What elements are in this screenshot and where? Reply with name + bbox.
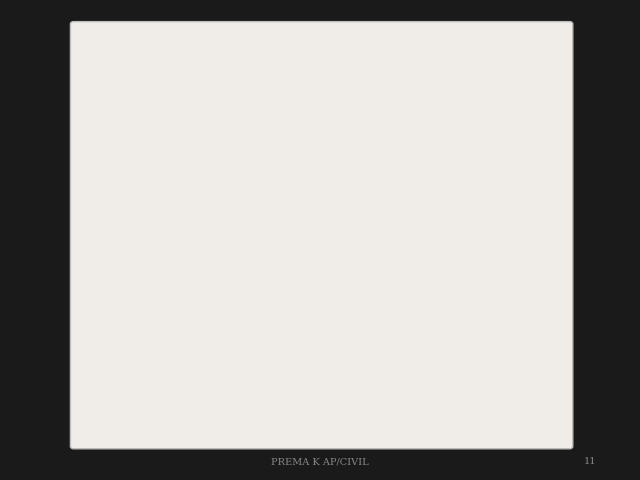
Text: Tgt.h: Tgt.h: [358, 256, 389, 266]
Text: 11: 11: [584, 457, 596, 467]
Text: 3: 3: [442, 272, 447, 282]
Text: E0:: E0:: [169, 202, 188, 212]
Text: 0.000: 0.000: [275, 220, 307, 230]
Text: current JOB.: current JOB.: [110, 175, 198, 189]
Bar: [426, 270, 463, 285]
Text: REC: REC: [210, 272, 227, 282]
Text: PREMA K AP/CIVIL: PREMA K AP/CIVIL: [271, 457, 369, 467]
Text: Inst.h: Inst.h: [169, 238, 207, 248]
Text: 1.400m: 1.400m: [269, 238, 307, 248]
Text: 0.000: 0.000: [275, 184, 307, 194]
Bar: [163, 180, 311, 285]
Text: OK: OK: [287, 272, 298, 282]
Text: 10.000: 10.000: [458, 202, 495, 212]
Text: Z0:: Z0:: [169, 220, 188, 230]
Text: Inst.h: Inst.h: [358, 238, 396, 248]
Bar: [163, 270, 200, 285]
Text: E0:: E0:: [358, 202, 377, 212]
Text: Tgt.h: Tgt.h: [169, 256, 200, 266]
Bar: [274, 270, 311, 285]
Text: 1: 1: [367, 272, 373, 282]
Text: 4: 4: [479, 272, 484, 282]
Text: 2: 2: [404, 272, 410, 282]
Text: 100.000: 100.000: [452, 220, 495, 230]
Bar: [180, 182, 232, 196]
Text: 1.200m: 1.200m: [458, 256, 495, 266]
Text: ► When [REC] is pressed, instrument station data is stored in the: ► When [REC] is pressed, instrument stat…: [90, 145, 553, 159]
Bar: [352, 270, 389, 285]
Text: Z0:: Z0:: [358, 220, 377, 230]
Bar: [200, 270, 237, 285]
Text: READ: READ: [170, 272, 193, 282]
Text: EDIT: EDIT: [244, 272, 268, 282]
Text: N0:: N0:: [169, 184, 188, 194]
Text: 1.200m: 1.200m: [269, 256, 307, 266]
Text: 370.000: 370.000: [452, 184, 495, 194]
Bar: [352, 180, 500, 285]
Text: 0.000: 0.000: [275, 202, 307, 212]
Text: ► Press [OK] to set the input values. <Coord> is displayed again.: ► Press [OK] to set the input values. <C…: [90, 110, 552, 124]
Text: N0:: N0:: [358, 184, 377, 194]
Text: 1.400m: 1.400m: [458, 238, 495, 248]
Text: Entering Instrument Station Data: Entering Instrument Station Data: [96, 48, 544, 72]
Bar: [237, 270, 274, 285]
Text: r: r: [214, 297, 221, 311]
Bar: [389, 270, 426, 285]
Bar: [414, 236, 488, 250]
Bar: [463, 270, 500, 285]
